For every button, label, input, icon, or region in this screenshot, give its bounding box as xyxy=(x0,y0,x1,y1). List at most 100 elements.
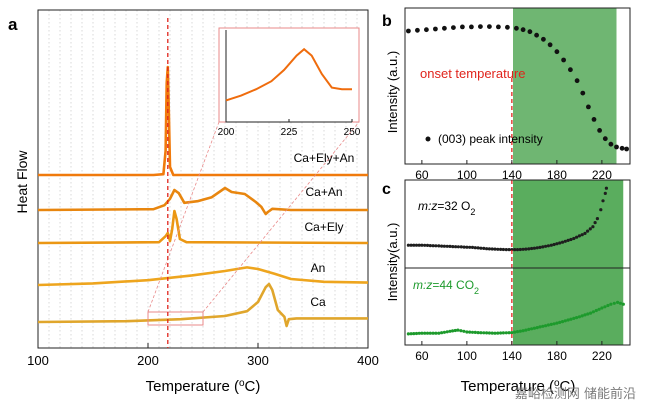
x-tick-label: 60 xyxy=(415,168,429,182)
data-point xyxy=(485,331,489,335)
data-point xyxy=(459,245,463,249)
data-point xyxy=(527,247,531,251)
data-point xyxy=(618,301,623,305)
data-point xyxy=(431,244,435,248)
data-point xyxy=(597,127,602,133)
panel-label-a: a xyxy=(8,15,18,34)
data-point xyxy=(558,241,562,245)
legend-label: (003) peak intensity xyxy=(438,132,543,146)
data-point xyxy=(547,42,553,48)
data-point xyxy=(560,240,565,244)
o2-label: m:z=32 O2 xyxy=(418,199,475,217)
zoom-connector xyxy=(147,121,220,313)
data-point xyxy=(549,243,553,247)
data-point xyxy=(591,310,596,314)
data-point xyxy=(417,243,421,247)
data-point xyxy=(521,329,525,333)
series-line-ca-ely xyxy=(37,209,369,245)
data-point xyxy=(541,324,545,328)
data-point xyxy=(569,237,573,242)
data-point xyxy=(513,248,517,252)
data-point xyxy=(595,217,600,221)
data-point xyxy=(513,330,517,334)
data-point xyxy=(530,246,534,251)
data-point xyxy=(608,141,614,147)
data-point xyxy=(603,305,607,309)
data-point xyxy=(521,247,525,251)
data-point xyxy=(468,245,472,249)
data-point xyxy=(580,314,584,318)
panel-a-ylabel: Heat Flow xyxy=(14,150,30,214)
data-point xyxy=(554,49,560,55)
data-point xyxy=(437,244,441,248)
data-point xyxy=(541,245,545,249)
data-point xyxy=(546,323,551,327)
data-point xyxy=(442,330,446,334)
data-point xyxy=(456,328,460,332)
data-point xyxy=(575,235,579,239)
data-point xyxy=(504,331,508,335)
series-line-an xyxy=(37,266,369,287)
inset-x-tick-label: 200 xyxy=(218,127,235,138)
data-point xyxy=(569,317,573,321)
series-line-ca-an xyxy=(37,186,368,216)
data-point xyxy=(507,331,511,335)
data-point xyxy=(580,233,584,237)
data-point xyxy=(412,332,416,336)
data-point xyxy=(591,117,597,122)
data-point xyxy=(572,236,576,241)
data-point xyxy=(442,244,446,248)
data-point xyxy=(493,331,497,335)
inset-series-line xyxy=(225,47,352,102)
x-tick-label: 180 xyxy=(547,168,567,182)
data-point xyxy=(602,136,608,142)
data-point xyxy=(496,247,500,251)
data-point xyxy=(619,145,625,151)
data-point xyxy=(544,244,548,248)
data-point xyxy=(538,245,542,249)
panel-c: m:z=32 O2 m:z=44 CO2 Intensity(a.u.) 60 1… xyxy=(385,179,631,396)
data-point xyxy=(490,331,494,335)
data-point xyxy=(541,36,546,42)
panel-a-xlabel: Temperature (oC) xyxy=(146,378,261,396)
data-point xyxy=(448,329,452,333)
data-point xyxy=(586,104,591,110)
data-point xyxy=(499,331,503,335)
data-point xyxy=(479,331,483,335)
panel-label-c: c xyxy=(382,181,391,198)
data-point xyxy=(560,320,565,324)
data-point xyxy=(534,32,539,38)
data-point xyxy=(518,329,522,333)
data-point xyxy=(555,321,559,325)
data-point xyxy=(476,331,480,335)
data-point xyxy=(616,300,620,304)
data-point xyxy=(586,312,590,316)
data-point xyxy=(504,248,508,252)
panel-c-ylabel: Intensity(a.u.) xyxy=(385,223,400,302)
data-point xyxy=(470,245,475,249)
data-point xyxy=(485,247,489,251)
data-point xyxy=(588,227,592,231)
panel-a-frame xyxy=(37,9,369,349)
data-point xyxy=(473,246,477,250)
data-point xyxy=(527,29,533,35)
data-point xyxy=(415,27,420,33)
data-point xyxy=(420,243,424,247)
x-tick-label: 140 xyxy=(502,349,522,363)
data-point xyxy=(414,243,419,247)
data-point xyxy=(478,24,483,29)
data-point xyxy=(586,229,590,233)
panel-c-xlabel: Temperature (oC) xyxy=(461,378,576,396)
data-point xyxy=(507,248,511,252)
data-point xyxy=(442,25,447,31)
series-label: Ca+Ely xyxy=(304,220,343,234)
data-point xyxy=(535,246,539,250)
x-tick-label: 60 xyxy=(415,349,429,363)
data-point xyxy=(445,244,449,248)
data-point xyxy=(566,238,570,242)
data-point xyxy=(589,311,593,315)
data-point xyxy=(577,234,582,238)
data-point xyxy=(583,231,587,235)
data-point xyxy=(577,315,582,319)
